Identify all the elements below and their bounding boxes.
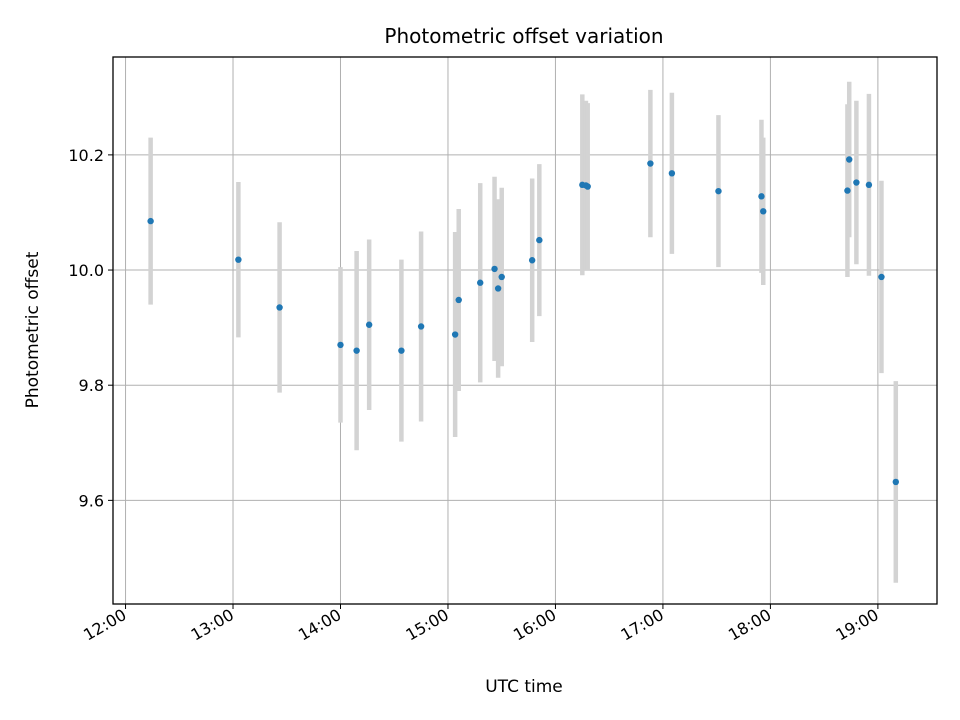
data-point bbox=[498, 273, 505, 281]
data-point bbox=[491, 265, 498, 273]
plot-frame bbox=[112, 56, 938, 605]
x-tick-label: 16:00 bbox=[510, 605, 559, 645]
data-point bbox=[668, 170, 676, 177]
data-point bbox=[892, 478, 899, 486]
data-point bbox=[235, 256, 242, 263]
data-point bbox=[760, 208, 767, 215]
data-point bbox=[455, 296, 462, 304]
data-point bbox=[878, 273, 885, 281]
data-point bbox=[647, 160, 654, 167]
y-tick-label: 10.2 bbox=[68, 146, 104, 165]
data-points bbox=[147, 156, 899, 486]
grid bbox=[113, 57, 937, 604]
data-point bbox=[477, 279, 484, 286]
data-point bbox=[715, 187, 722, 195]
x-axis-label: UTC time bbox=[485, 677, 563, 697]
x-tick-label: 18:00 bbox=[725, 605, 774, 645]
data-point bbox=[584, 183, 591, 190]
data-point bbox=[337, 341, 344, 349]
x-tick-label: 19:00 bbox=[832, 605, 881, 645]
data-point bbox=[353, 347, 360, 354]
data-point bbox=[853, 179, 860, 186]
data-point bbox=[528, 257, 536, 264]
x-tick-label: 14:00 bbox=[295, 605, 344, 645]
data-point bbox=[536, 236, 543, 244]
data-point bbox=[494, 285, 502, 292]
y-tick-label: 9.6 bbox=[79, 491, 104, 510]
data-point bbox=[758, 193, 765, 200]
data-point bbox=[846, 156, 853, 163]
data-point bbox=[417, 323, 425, 330]
x-tick-label: 12:00 bbox=[80, 605, 129, 645]
y-tick-label: 9.8 bbox=[79, 376, 104, 395]
data-point bbox=[398, 347, 405, 354]
chart-title: Photometric offset variation bbox=[384, 24, 663, 48]
y-tick-label: 10.0 bbox=[68, 261, 104, 280]
x-tick-label: 17:00 bbox=[617, 605, 666, 645]
error-bars bbox=[148, 81, 899, 583]
x-tick-label: 13:00 bbox=[188, 605, 237, 645]
x-tick-label: 15:00 bbox=[403, 605, 452, 645]
data-point bbox=[276, 304, 283, 311]
data-point bbox=[844, 187, 851, 194]
data-point bbox=[451, 331, 459, 338]
data-point bbox=[365, 321, 373, 328]
data-point bbox=[147, 217, 154, 225]
data-point bbox=[865, 181, 873, 189]
y-axis-label: Photometric offset bbox=[23, 251, 43, 408]
